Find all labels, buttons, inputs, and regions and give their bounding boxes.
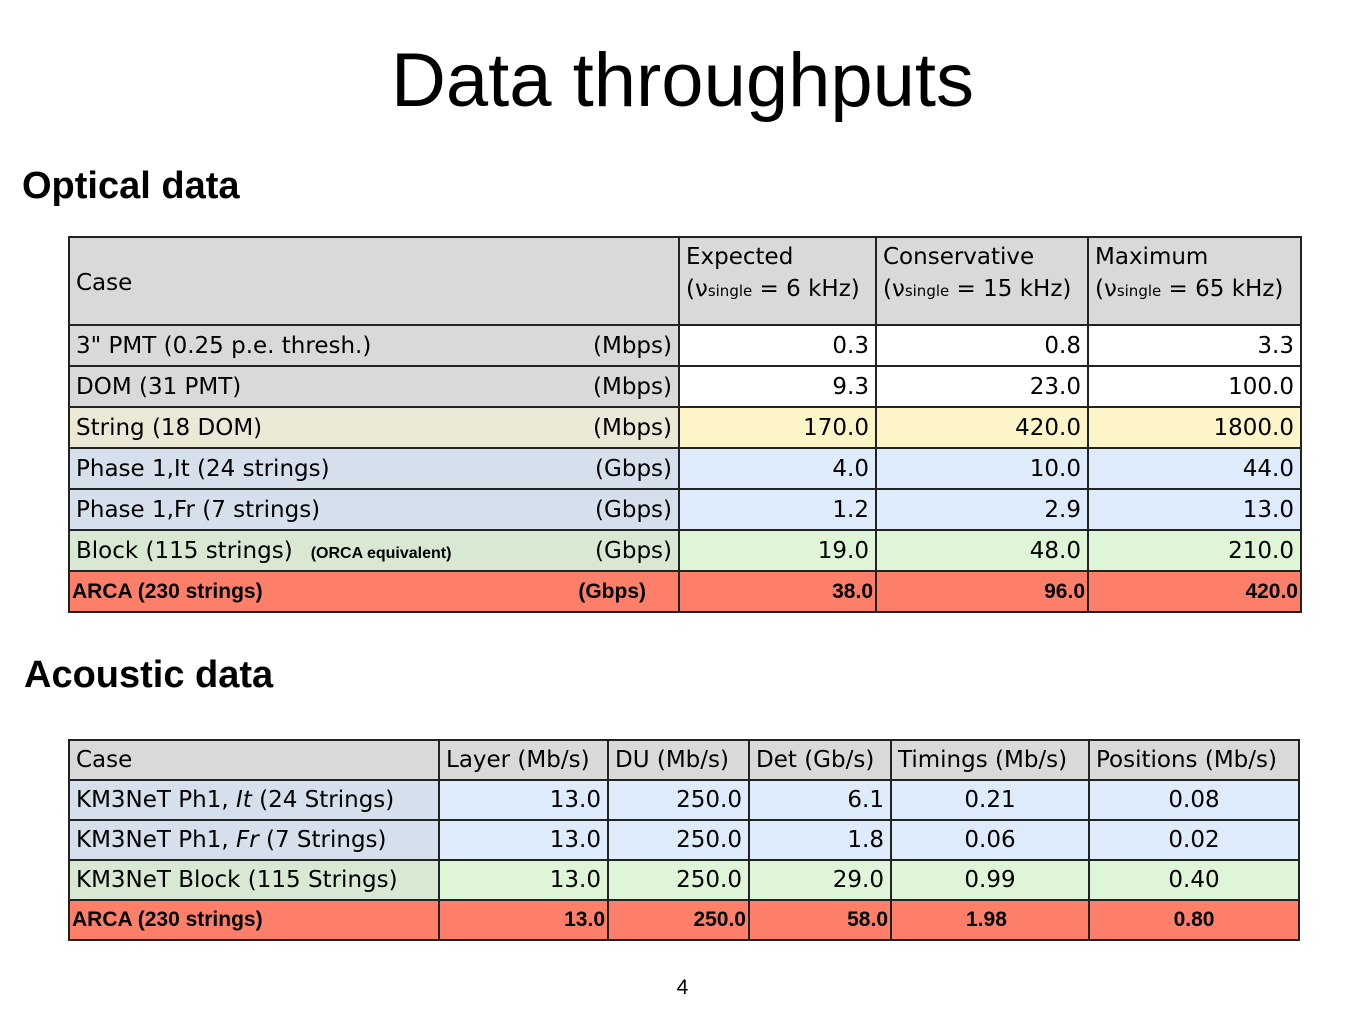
arca-value: 58.0 (748, 899, 892, 941)
row-value: 1.8 (748, 819, 892, 861)
row-value: 0.08 (1088, 779, 1300, 821)
row-value: 48.0 (875, 529, 1089, 572)
row-case: KM3NeT Ph1, It (24 Strings) (68, 779, 440, 821)
table-row: KM3NeT Block (115 Strings) 13.0 250.0 29… (68, 859, 1300, 901)
row-case: Phase 1,It (24 strings) (Gbps) (68, 447, 680, 490)
row-value: 170.0 (678, 406, 877, 449)
row-value: 13.0 (438, 859, 609, 901)
row-value: 250.0 (607, 779, 750, 821)
page-title: Data throughputs (390, 38, 975, 123)
acoustic-header-cell: Positions (Mb/s) (1088, 739, 1300, 781)
optical-heading: Optical data (22, 165, 240, 207)
row-value: 44.0 (1087, 447, 1302, 490)
optical-header-expected: Expected (νsingle = 6 kHz) (678, 236, 877, 326)
row-value: 250.0 (607, 819, 750, 861)
acoustic-header-cell: Case (68, 739, 440, 781)
row-value: 420.0 (875, 406, 1089, 449)
row-case: KM3NeT Ph1, Fr (7 Strings) (68, 819, 440, 861)
arca-value: 420.0 (1087, 570, 1302, 613)
table-row: Phase 1,Fr (7 strings) (Gbps) 1.2 2.9 13.… (68, 488, 1302, 531)
row-case: DOM (31 PMT) (Mbps) (68, 365, 680, 408)
row-case: Phase 1,Fr (7 strings) (Gbps) (68, 488, 680, 531)
row-case: String (18 DOM) (Mbps) (68, 406, 680, 449)
row-value: 29.0 (748, 859, 892, 901)
row-case: KM3NeT Block (115 Strings) (68, 859, 440, 901)
acoustic-header-cell: Det (Gb/s) (748, 739, 892, 781)
arca-value: 0.80 (1088, 899, 1300, 941)
table-row: String (18 DOM) (Mbps) 170.0 420.0 1800.0 (68, 406, 1302, 449)
row-value: 4.0 (678, 447, 877, 490)
arca-row: ARCA (230 strings) (Gbps) 38.0 96.0 420.0 (68, 570, 1302, 613)
row-value: 9.3 (678, 365, 877, 408)
table-row: 3" PMT (0.25 p.e. thresh.) (Mbps) 0.3 0.8… (68, 324, 1302, 367)
arca-value: 250.0 (607, 899, 750, 941)
row-value: 1.2 (678, 488, 877, 531)
table-row: KM3NeT Ph1, Fr (7 Strings) 13.0 250.0 1.… (68, 819, 1300, 861)
row-value: 0.8 (875, 324, 1089, 367)
row-case: 3" PMT (0.25 p.e. thresh.) (Mbps) (68, 324, 680, 367)
optical-header-row: Case Expected (νsingle = 6 kHz) Conserva… (68, 236, 1302, 326)
row-value: 10.0 (875, 447, 1089, 490)
orca-note: (ORCA equivalent) (310, 544, 452, 562)
row-value: 0.02 (1088, 819, 1300, 861)
optical-header-conservative: Conservative (νsingle = 15 kHz) (875, 236, 1089, 326)
optical-table: Case Expected (νsingle = 6 kHz) Conserva… (68, 236, 1302, 613)
arca-value: 1.98 (890, 899, 1090, 941)
row-case: Block (115 strings) (ORCA equivalent) (Gbp… (68, 529, 680, 572)
table-row: KM3NeT Ph1, It (24 Strings) 13.0 250.0 6… (68, 779, 1300, 821)
acoustic-header-cell: Layer (Mb/s) (438, 739, 609, 781)
table-row: Block (115 strings) (ORCA equivalent) (Gbp… (68, 529, 1302, 572)
optical-header-maximum: Maximum (νsingle = 65 kHz) (1087, 236, 1302, 326)
row-value: 13.0 (438, 779, 609, 821)
acoustic-heading: Acoustic data (24, 654, 274, 696)
page-number: 4 (676, 976, 689, 999)
row-value: 19.0 (678, 529, 877, 572)
row-value: 13.0 (438, 819, 609, 861)
acoustic-header-cell: DU (Mb/s) (607, 739, 750, 781)
row-value: 6.1 (748, 779, 892, 821)
table-row: Phase 1,It (24 strings) (Gbps) 4.0 10.0 4… (68, 447, 1302, 490)
row-value: 100.0 (1087, 365, 1302, 408)
row-value: 1800.0 (1087, 406, 1302, 449)
optical-header-case: Case (68, 236, 680, 326)
arca-value: 96.0 (875, 570, 1089, 613)
arca-value: 38.0 (678, 570, 877, 613)
row-value: 0.21 (890, 779, 1090, 821)
row-value: 0.99 (890, 859, 1090, 901)
row-value: 2.9 (875, 488, 1089, 531)
row-value: 0.3 (678, 324, 877, 367)
arca-value: 13.0 (438, 899, 609, 941)
table-row: DOM (31 PMT) (Mbps) 9.3 23.0 100.0 (68, 365, 1302, 408)
row-value: 0.06 (890, 819, 1090, 861)
arca-case: ARCA (230 strings) (Gbps) (68, 570, 680, 613)
row-value: 250.0 (607, 859, 750, 901)
row-value: 13.0 (1087, 488, 1302, 531)
arca-row: ARCA (230 strings) 13.0 250.0 58.0 1.98 … (68, 899, 1300, 941)
row-value: 23.0 (875, 365, 1089, 408)
row-value: 210.0 (1087, 529, 1302, 572)
arca-case: ARCA (230 strings) (68, 899, 440, 941)
acoustic-header-cell: Timings (Mb/s) (890, 739, 1090, 781)
row-value: 3.3 (1087, 324, 1302, 367)
row-value: 0.40 (1088, 859, 1300, 901)
acoustic-header-row: Case Layer (Mb/s) DU (Mb/s) Det (Gb/s) T… (68, 739, 1300, 781)
acoustic-table: Case Layer (Mb/s) DU (Mb/s) Det (Gb/s) T… (68, 739, 1300, 941)
